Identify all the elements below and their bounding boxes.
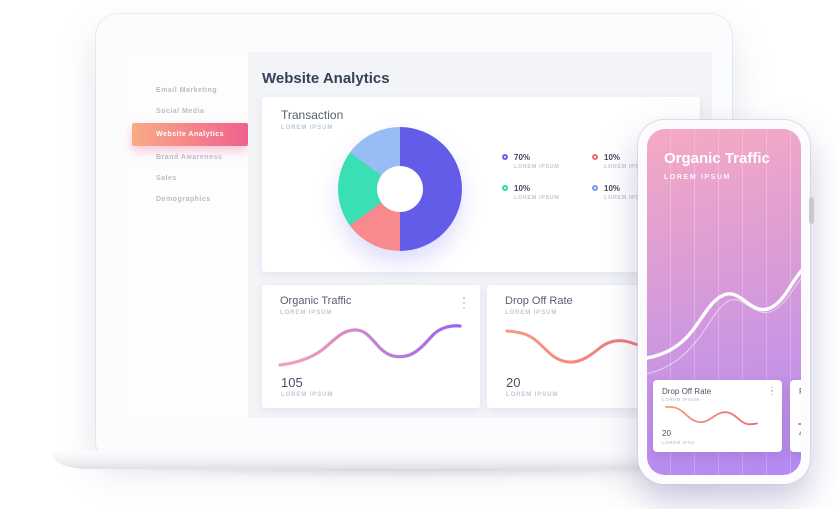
transaction-title: Transaction	[281, 108, 344, 122]
phone-mockup: Organic Traffic LOREM IPSUM Drop Off Rat…	[638, 120, 814, 484]
phone-drop-off-rate-value-label: LOREM IPSU	[662, 440, 696, 445]
transaction-card: Transaction LOREM IPSUM 70% LOREM IPSUM	[262, 97, 700, 272]
laptop-base	[52, 451, 778, 469]
phone-screen: Organic Traffic LOREM IPSUM Drop Off Rat…	[647, 129, 801, 475]
phone-drop-off-rate-subtitle: LOREM IPSUM	[662, 397, 700, 402]
main-panel: Website Analytics Transaction LOREM IPSU…	[248, 52, 712, 418]
legend-label: LOREM IPSUM	[514, 195, 560, 201]
phone-drop-off-rate-sparkline	[665, 405, 758, 426]
phone-partial-card-title: R	[799, 387, 801, 396]
legend-ring-icon	[592, 185, 598, 191]
legend-value: 70%	[514, 153, 531, 162]
phone-partial-card-value: 4	[799, 429, 801, 438]
legend-item: 10% LOREM IPSUM	[502, 184, 592, 201]
organic-traffic-value: 105	[281, 375, 303, 390]
legend-ring-icon	[592, 154, 598, 160]
legend-value: 10%	[514, 184, 531, 193]
organic-traffic-value-label: LOREM IPSUM	[281, 392, 334, 398]
phone-side-button	[809, 197, 814, 224]
kebab-menu-icon[interactable]	[460, 297, 468, 309]
sidebar-item-social-media[interactable]: Social Media	[156, 108, 205, 115]
legend-item: 70% LOREM IPSUM	[502, 153, 592, 170]
dashboard: Email Marketing Social Media Website Ana…	[122, 52, 712, 418]
phone-drop-off-rate-card: Drop Off Rate LOREM IPSUM 20 LOREM IPSU	[653, 380, 782, 452]
legend-label: LOREM IPSUM	[604, 195, 650, 201]
sidebar-item-email-marketing[interactable]: Email Marketing	[156, 87, 218, 94]
phone-page-title: Organic Traffic	[664, 150, 770, 167]
drop-off-rate-value-label: LOREM IPSUM	[506, 392, 559, 398]
drop-off-rate-subtitle: LOREM IPSUM	[505, 310, 558, 316]
phone-partial-card-spark-fragment	[798, 423, 801, 425]
sidebar: Email Marketing Social Media Website Ana…	[122, 52, 248, 418]
phone-drop-off-rate-value: 20	[662, 429, 671, 438]
donut-chart	[338, 127, 462, 251]
legend-item: 10% LOREM IPSUM	[592, 153, 682, 170]
transaction-subtitle: LOREM IPSUM	[281, 125, 334, 131]
phone-partial-card: R 4	[790, 380, 801, 452]
legend-ring-icon	[502, 154, 508, 160]
organic-traffic-card: Organic Traffic LOREM IPSUM	[262, 285, 480, 408]
legend-label: LOREM IPSUM	[514, 164, 560, 170]
legend-value: 10%	[604, 184, 621, 193]
laptop-screen: Email Marketing Social Media Website Ana…	[96, 14, 732, 452]
phone-drop-off-rate-title: Drop Off Rate	[662, 387, 712, 396]
drop-off-rate-value: 20	[506, 375, 521, 390]
page-title: Website Analytics	[262, 70, 390, 87]
donut-legend: 70% LOREM IPSUM 10% LOREM IPSUM	[502, 153, 682, 201]
phone-hero-line-chart	[647, 268, 801, 375]
sidebar-item-website-analytics[interactable]: Website Analytics	[132, 123, 248, 146]
kebab-menu-icon[interactable]	[769, 387, 775, 395]
sidebar-item-demographics[interactable]: Demographics	[156, 196, 211, 203]
organic-traffic-title: Organic Traffic	[280, 295, 352, 307]
legend-label: LOREM IPSUM	[604, 164, 650, 170]
sidebar-item-sales[interactable]: Sales	[156, 175, 177, 182]
sidebar-item-brand-awareness[interactable]: Brand Awareness	[156, 154, 223, 161]
bottom-cards-row: Organic Traffic LOREM IPSUM	[262, 285, 700, 408]
legend-item: 10% LOREM IPSUM	[592, 184, 682, 201]
drop-off-rate-title: Drop Off Rate	[505, 295, 573, 307]
organic-traffic-sparkline	[278, 324, 462, 367]
organic-traffic-subtitle: LOREM IPSUM	[280, 310, 333, 316]
phone-page-subtitle: LOREM IPSUM	[664, 174, 731, 181]
legend-value: 10%	[604, 153, 621, 162]
legend-ring-icon	[502, 185, 508, 191]
